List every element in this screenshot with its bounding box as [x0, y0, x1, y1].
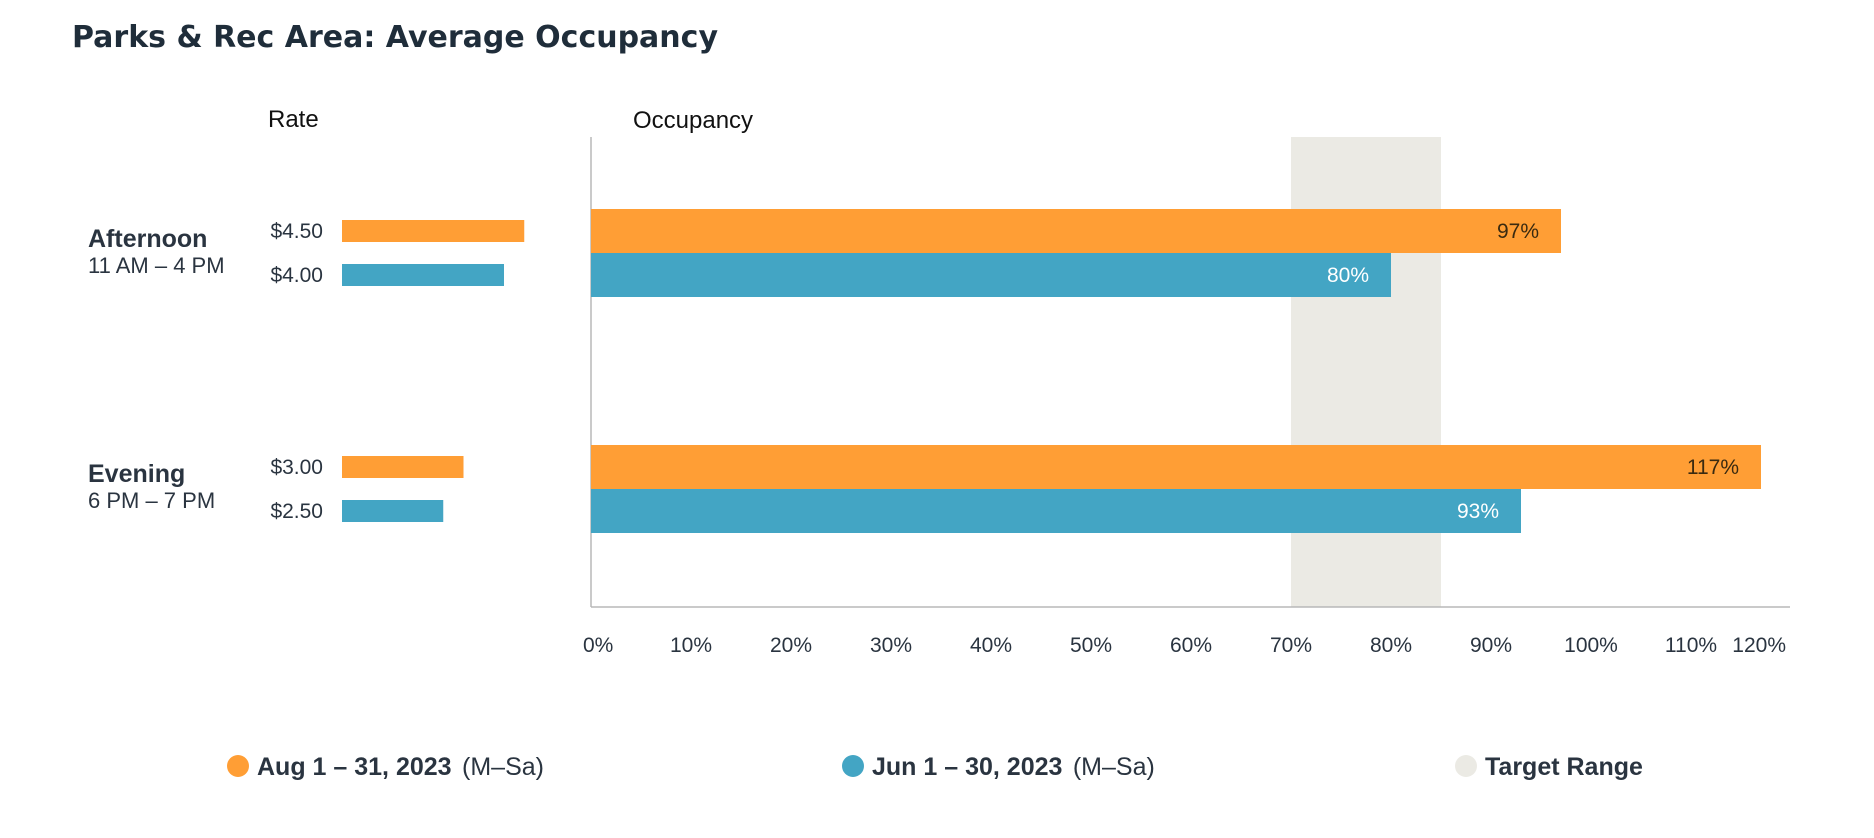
group-time-evening: 6 PM – 7 PM: [88, 488, 215, 513]
x-tick-label: 80%: [1370, 634, 1412, 657]
rate-label-aug-evening: $3.00: [270, 456, 323, 479]
x-tick-label: 40%: [970, 634, 1012, 657]
legend-item-aug: Aug 1 – 31, 2023 (M–Sa): [257, 753, 544, 781]
occupancy-bar-jun-evening: [591, 489, 1521, 533]
rate-label-jun-evening: $2.50: [270, 500, 323, 523]
x-tick-label: 70%: [1270, 634, 1312, 657]
group-name-evening: Evening: [88, 460, 185, 488]
rate-bar-jun-evening: [342, 500, 444, 522]
x-tick-label: 120%: [1732, 634, 1786, 657]
x-tick-label: 20%: [770, 634, 812, 657]
rate-bar-aug-afternoon: [342, 220, 525, 242]
rate-label-aug-afternoon: $4.50: [270, 220, 323, 243]
chart-title: Parks & Rec Area: Average Occupancy: [72, 20, 718, 55]
group-time-afternoon: 11 AM – 4 PM: [88, 253, 225, 278]
occupancy-label-aug-afternoon: 97%: [1497, 220, 1539, 243]
legend-item-jun: Jun 1 – 30, 2023 (M–Sa): [872, 753, 1155, 781]
plot-area: 97% 117% 80% 93%: [590, 137, 1790, 608]
legend-swatch-jun: [842, 755, 864, 777]
x-axis-ticks: 0% 10% 20% 30% 40% 50% 60% 70% 80% 90% 100% 110% 120…: [583, 634, 1786, 657]
rate-label-jun-afternoon: $4.00: [270, 264, 323, 287]
occupancy-label-aug-evening: 117%: [1687, 456, 1739, 479]
legend-item-target: Target Range: [1485, 753, 1643, 781]
occupancy-bar-aug-evening: [591, 445, 1761, 489]
x-tick-label: 0%: [583, 634, 613, 657]
occupancy-bar-aug-afternoon: [591, 209, 1561, 253]
occupancy-label-jun-afternoon: 80%: [1327, 264, 1369, 287]
occupancy-column-header: Occupancy: [633, 107, 753, 134]
legend: Aug 1 – 31, 2023 (M–Sa) Jun 1 – 30, 2023…: [227, 753, 1643, 781]
rate-bar-aug-evening: [342, 456, 464, 478]
occupancy-label-jun-evening: 93%: [1457, 500, 1499, 523]
x-tick-label: 100%: [1564, 634, 1618, 657]
x-tick-label: 110%: [1665, 634, 1717, 657]
x-tick-label: 60%: [1170, 634, 1212, 657]
x-tick-label: 50%: [1070, 634, 1112, 657]
rate-bar-jun-afternoon: [342, 264, 504, 286]
legend-swatch-target: [1455, 755, 1477, 777]
rate-column-header: Rate: [268, 106, 319, 133]
rate-bars: $4.50 $3.00 $4.00 $2.50: [270, 220, 525, 523]
x-tick-label: 30%: [870, 634, 912, 657]
group-name-afternoon: Afternoon: [88, 225, 207, 253]
legend-swatch-aug: [227, 755, 249, 777]
x-tick-label: 90%: [1470, 634, 1512, 657]
occupancy-bar-jun-afternoon: [591, 253, 1391, 297]
target-range-band: [1291, 137, 1441, 607]
x-tick-label: 10%: [670, 634, 712, 657]
